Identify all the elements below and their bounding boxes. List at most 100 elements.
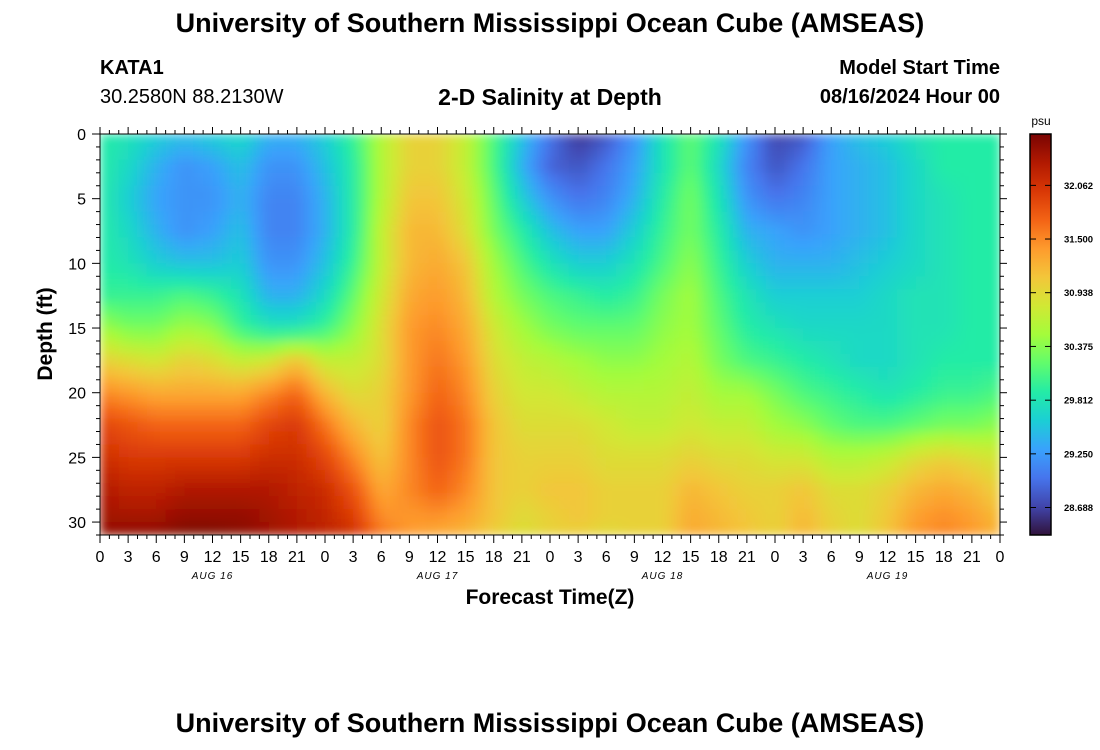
heatmap-cell [850,366,860,381]
heatmap-cell [475,379,485,394]
heatmap-cell [250,289,260,303]
heatmap-cell [662,211,673,226]
heatmap-cell [868,159,879,174]
heatmap-cell [503,483,514,497]
heatmap-cell [390,237,401,252]
heatmap-cell [587,289,598,303]
heatmap-cell [465,185,476,200]
heatmap-cell [128,315,139,329]
heatmap-cell [212,302,223,316]
heatmap-cell [315,276,326,290]
heatmap-cell [990,509,1000,523]
heatmap-cell [550,134,560,148]
heatmap-cell [962,509,973,523]
heatmap-cell [587,470,598,484]
heatmap-cell [475,237,485,252]
heatmap-cell [671,418,682,433]
heatmap-cell [343,431,354,446]
heatmap-cell [981,509,992,523]
heatmap-cell [850,379,860,394]
heatmap-cell [128,172,139,187]
heatmap-cell [390,496,401,510]
heatmap-cell [878,405,889,420]
heatmap-cell [184,315,195,329]
heatmap-cell [775,496,785,510]
heatmap-cell [231,509,242,523]
heatmap-cell [315,250,326,264]
heatmap-cell [746,483,757,497]
heatmap-cell [737,353,748,368]
heatmap-cell [718,134,729,148]
heatmap-cell [990,224,1000,239]
heatmap-cell [578,392,589,407]
heatmap-cell [981,276,992,290]
heatmap-cell [934,146,945,161]
heatmap-cell [615,315,626,329]
heatmap-cell [231,172,242,187]
heatmap-cell [456,353,467,368]
heatmap-cell [165,392,176,407]
heatmap-cell [240,134,251,148]
heatmap-cell [868,366,879,381]
heatmap-cell [981,237,992,252]
heatmap-cell [550,211,560,226]
heatmap-cell [971,392,982,407]
heatmap-cell [250,328,260,342]
heatmap-cell [503,379,514,394]
x-tick-label: 9 [630,549,639,566]
heatmap-cell [756,431,767,446]
heatmap-cell [868,496,879,510]
heatmap-cell [906,353,917,368]
heatmap-cell [465,353,476,368]
heatmap-cell [737,444,748,458]
heatmap-cell [756,224,767,239]
heatmap-cell [775,353,785,368]
heatmap-cell [268,496,279,510]
heatmap-cell [146,185,157,200]
heatmap-cell [803,509,814,523]
heatmap-cell [550,444,560,458]
heatmap-cell [925,457,935,471]
heatmap-cell [906,289,917,303]
heatmap-cell [671,483,682,497]
heatmap-cell [325,289,335,303]
heatmap-cell [353,315,364,329]
heatmap-cell [756,496,767,510]
heatmap-cell [850,289,860,303]
heatmap-cell [671,496,682,510]
heatmap-cell [887,302,898,316]
heatmap-cell [550,159,560,174]
heatmap-cell [925,328,935,342]
heatmap-cell [690,353,701,368]
heatmap-cell [737,159,748,174]
heatmap-cell [606,289,617,303]
heatmap-cell [250,146,260,161]
heatmap-cell [390,418,401,433]
heatmap-cell [615,159,626,174]
heatmap-cell [146,418,157,433]
heatmap-cell [568,315,579,329]
heatmap-cell [868,263,879,277]
heatmap-cell [596,172,607,187]
heatmap-cell [784,328,795,342]
heatmap-cell [146,392,157,407]
heatmap-cell [859,496,870,510]
heatmap-cell [390,289,401,303]
heatmap-cell [606,159,617,174]
heatmap-cell [578,366,589,381]
heatmap-cell [690,146,701,161]
heatmap-cell [456,315,467,329]
heatmap-cell [343,146,354,161]
heatmap-cell [503,159,514,174]
heatmap-cell [287,353,298,368]
heatmap-cell [981,224,992,239]
colorbar-tick-label: 29.812 [1064,396,1093,407]
heatmap-cell [690,237,701,252]
heatmap-cell [840,315,851,329]
heatmap-cell [859,444,870,458]
heatmap-cell [325,366,335,381]
heatmap-cell [371,302,382,316]
heatmap-cell [390,379,401,394]
heatmap-cell [850,470,860,484]
heatmap-cell [896,405,907,420]
